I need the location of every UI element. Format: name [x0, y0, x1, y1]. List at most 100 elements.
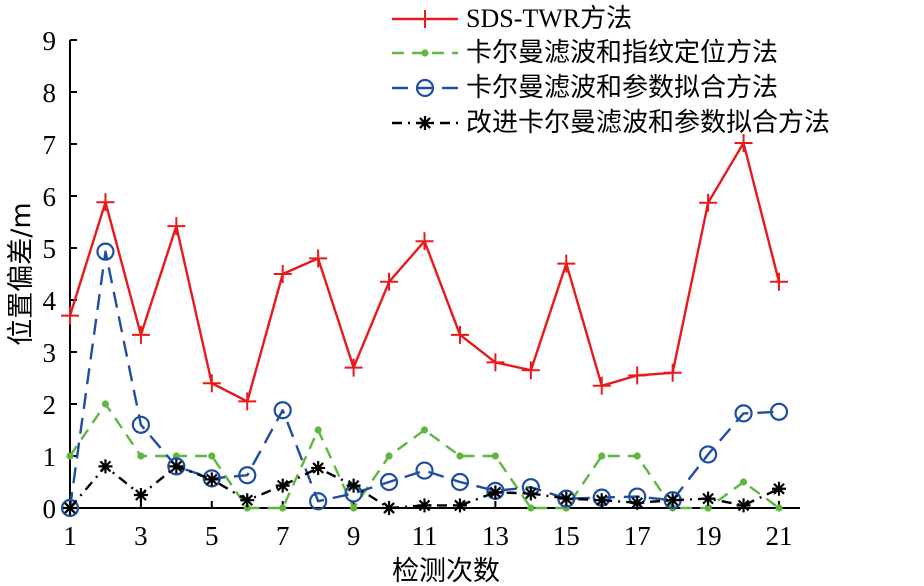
y-tick-label: 3 [43, 338, 57, 368]
data-point [418, 116, 432, 130]
data-point [101, 400, 110, 408]
x-tick-label: 1 [63, 521, 77, 551]
legend-label: 卡尔曼滤波和参数拟合方法 [466, 73, 778, 102]
y-ticks: 0 1 2 3 4 5 6 7 8 9 [43, 26, 77, 524]
data-point [598, 452, 606, 460]
legend-item: 改进卡尔曼滤波和参数拟合方法 [392, 108, 830, 137]
data-point [557, 489, 576, 508]
data-point [523, 486, 538, 501]
legend-sample [392, 78, 458, 98]
x-tick-label: 19 [695, 521, 722, 551]
data-point [60, 498, 80, 518]
y-tick-label: 6 [43, 182, 57, 212]
legend-sample [392, 49, 458, 57]
data-point [594, 493, 609, 508]
data-point [630, 495, 645, 510]
legend-item: 卡尔曼滤波和指纹定位方法 [392, 38, 778, 67]
data-point [592, 376, 611, 395]
legend-item: 卡尔曼滤波和参数拟合方法 [392, 73, 778, 102]
data-point [273, 401, 292, 420]
data-point [238, 392, 257, 411]
data-point [559, 491, 574, 506]
x-tick-label: 17 [624, 521, 651, 551]
y-tick-label: 4 [43, 286, 57, 316]
legend-label: 卡尔曼滤波和指纹定位方法 [466, 38, 778, 67]
data-point [665, 493, 680, 508]
y-axis-title: 位置偏差/m [6, 202, 37, 345]
data-point [66, 452, 74, 460]
series-line [68, 141, 781, 403]
y-tick-label: 1 [43, 442, 57, 472]
data-point [557, 254, 576, 273]
data-point [633, 452, 641, 460]
data-point [734, 404, 753, 423]
data-point [420, 426, 429, 434]
data-point [415, 78, 435, 98]
legend-label: 改进卡尔曼滤波和参数拟合方法 [466, 108, 830, 137]
data-point [167, 217, 186, 236]
data-point [96, 242, 115, 261]
data-point [385, 452, 393, 460]
series-layer [60, 133, 789, 518]
data-point [521, 361, 540, 380]
series-line [69, 402, 780, 510]
data-point [204, 472, 219, 487]
legend-sample [392, 10, 458, 28]
data-point [61, 306, 79, 325]
y-tick-label: 5 [43, 234, 57, 264]
x-tick-label: 11 [412, 521, 438, 551]
x-tick-label: 13 [482, 521, 509, 551]
data-point [309, 492, 328, 511]
y-tick-label: 2 [43, 390, 57, 420]
data-point [698, 445, 718, 464]
data-point [770, 272, 788, 291]
data-point [704, 504, 712, 512]
axes [69, 40, 800, 509]
data-point [450, 325, 469, 344]
data-point [739, 478, 748, 486]
data-point [311, 460, 326, 475]
data-point [133, 488, 148, 502]
data-point [350, 504, 358, 512]
y-tick-label: 8 [43, 78, 57, 108]
series-line [68, 250, 780, 509]
data-point [309, 249, 328, 268]
data-point [382, 501, 397, 515]
data-point [131, 325, 150, 344]
data-point [208, 452, 216, 460]
data-point [486, 353, 505, 372]
data-point [772, 481, 786, 496]
data-point [96, 193, 115, 212]
data-point [736, 498, 751, 513]
series [66, 400, 783, 512]
series [61, 133, 788, 411]
y-tick-label: 9 [43, 26, 57, 56]
x-tick-label: 7 [276, 521, 290, 551]
data-point [775, 504, 783, 512]
data-point [452, 498, 467, 513]
x-tick-label: 3 [134, 521, 148, 551]
data-point [240, 493, 255, 508]
data-point [415, 461, 434, 480]
legend-item: SDS-TWR方法 [392, 4, 632, 33]
data-point [450, 472, 470, 492]
data-point [379, 472, 399, 492]
data-point [663, 363, 682, 382]
legend-label: SDS-TWR方法 [466, 4, 632, 33]
x-tick-label: 5 [205, 521, 219, 551]
series [60, 242, 789, 518]
series [63, 459, 786, 515]
legend: SDS-TWR方法 卡尔曼滤波和指纹定位方法 卡尔曼滤波和参数拟合方法 改进卡尔… [392, 4, 830, 137]
data-point [279, 504, 287, 512]
data-point [131, 415, 150, 434]
data-point [344, 358, 363, 377]
data-point [346, 478, 361, 493]
data-point [98, 459, 113, 474]
data-point [202, 374, 221, 393]
data-point [314, 426, 322, 434]
y-tick-label: 0 [43, 494, 57, 524]
data-point [243, 504, 251, 512]
data-point [273, 265, 292, 283]
data-point [63, 501, 77, 515]
